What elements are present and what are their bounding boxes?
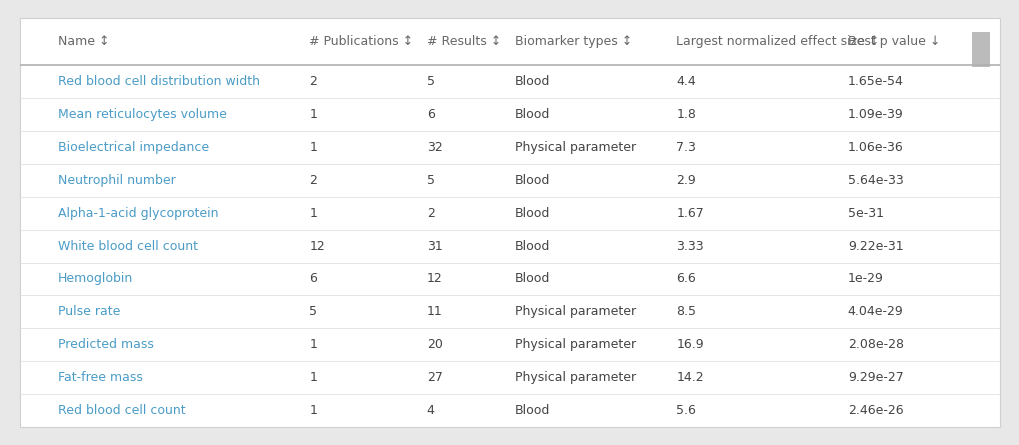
Text: Blood: Blood [515, 239, 549, 253]
Text: 5.6: 5.6 [676, 404, 696, 417]
Text: 6: 6 [309, 272, 317, 286]
Text: 1: 1 [309, 141, 317, 154]
Text: 9.22e-31: 9.22e-31 [847, 239, 903, 253]
Text: 1: 1 [309, 371, 317, 384]
Text: Red blood cell count: Red blood cell count [57, 404, 185, 417]
Text: 5.64e-33: 5.64e-33 [847, 174, 903, 186]
Text: 6: 6 [426, 108, 434, 121]
Text: 2: 2 [309, 174, 317, 186]
Text: Physical parameter: Physical parameter [515, 338, 636, 352]
Text: 5: 5 [426, 75, 434, 88]
Text: 3.33: 3.33 [676, 239, 703, 253]
Text: Neutrophil number: Neutrophil number [57, 174, 175, 186]
Text: 1: 1 [309, 404, 317, 417]
Text: 12: 12 [426, 272, 442, 286]
Text: White blood cell count: White blood cell count [57, 239, 198, 253]
Text: 8.5: 8.5 [676, 305, 696, 319]
Text: 5: 5 [309, 305, 317, 319]
Text: 2.08e-28: 2.08e-28 [847, 338, 903, 352]
Text: 14.2: 14.2 [676, 371, 703, 384]
Text: Best p value ↓: Best p value ↓ [847, 35, 940, 48]
Text: Blood: Blood [515, 75, 549, 88]
Text: 1.09e-39: 1.09e-39 [847, 108, 903, 121]
Text: Red blood cell distribution width: Red blood cell distribution width [57, 75, 260, 88]
Text: Biomarker types ↕: Biomarker types ↕ [515, 35, 632, 48]
Text: 11: 11 [426, 305, 442, 319]
Text: 4: 4 [426, 404, 434, 417]
Text: Fat-free mass: Fat-free mass [57, 371, 143, 384]
Text: # Publications ↕: # Publications ↕ [309, 35, 413, 48]
Text: Blood: Blood [515, 272, 549, 286]
Text: 5: 5 [426, 174, 434, 186]
Text: 1.06e-36: 1.06e-36 [847, 141, 903, 154]
Text: Blood: Blood [515, 404, 549, 417]
Text: 2: 2 [426, 206, 434, 219]
Text: Name ↕: Name ↕ [57, 35, 109, 48]
Text: Pulse rate: Pulse rate [57, 305, 120, 319]
Text: 4.04e-29: 4.04e-29 [847, 305, 903, 319]
Text: Physical parameter: Physical parameter [515, 371, 636, 384]
Text: Largest normalized effect size ↕: Largest normalized effect size ↕ [676, 35, 879, 48]
Text: 7.3: 7.3 [676, 141, 696, 154]
Text: 5e-31: 5e-31 [847, 206, 882, 219]
FancyBboxPatch shape [20, 18, 999, 427]
Text: Predicted mass: Predicted mass [57, 338, 153, 352]
Text: 12: 12 [309, 239, 325, 253]
Text: 20: 20 [426, 338, 442, 352]
Text: 2.46e-26: 2.46e-26 [847, 404, 903, 417]
Text: Blood: Blood [515, 174, 549, 186]
Text: Alpha-1-acid glycoprotein: Alpha-1-acid glycoprotein [57, 206, 218, 219]
Text: 2: 2 [309, 75, 317, 88]
Text: 1.67: 1.67 [676, 206, 703, 219]
Text: 1: 1 [309, 108, 317, 121]
Text: Physical parameter: Physical parameter [515, 141, 636, 154]
Text: 9.29e-27: 9.29e-27 [847, 371, 903, 384]
Text: Hemoglobin: Hemoglobin [57, 272, 132, 286]
Text: Bioelectrical impedance: Bioelectrical impedance [57, 141, 209, 154]
Text: 16.9: 16.9 [676, 338, 703, 352]
Text: Blood: Blood [515, 108, 549, 121]
Text: 32: 32 [426, 141, 442, 154]
Text: 2.9: 2.9 [676, 174, 696, 186]
Text: 6.6: 6.6 [676, 272, 696, 286]
Text: 27: 27 [426, 371, 442, 384]
Text: 1: 1 [309, 338, 317, 352]
Text: # Results ↕: # Results ↕ [426, 35, 500, 48]
Text: 1.8: 1.8 [676, 108, 696, 121]
Text: Mean reticulocytes volume: Mean reticulocytes volume [57, 108, 226, 121]
Text: Blood: Blood [515, 206, 549, 219]
Bar [971, 32, 988, 67]
Text: 31: 31 [426, 239, 442, 253]
Text: 4.4: 4.4 [676, 75, 696, 88]
Text: 1: 1 [309, 206, 317, 219]
Text: 1e-29: 1e-29 [847, 272, 882, 286]
Text: Physical parameter: Physical parameter [515, 305, 636, 319]
Text: 1.65e-54: 1.65e-54 [847, 75, 903, 88]
